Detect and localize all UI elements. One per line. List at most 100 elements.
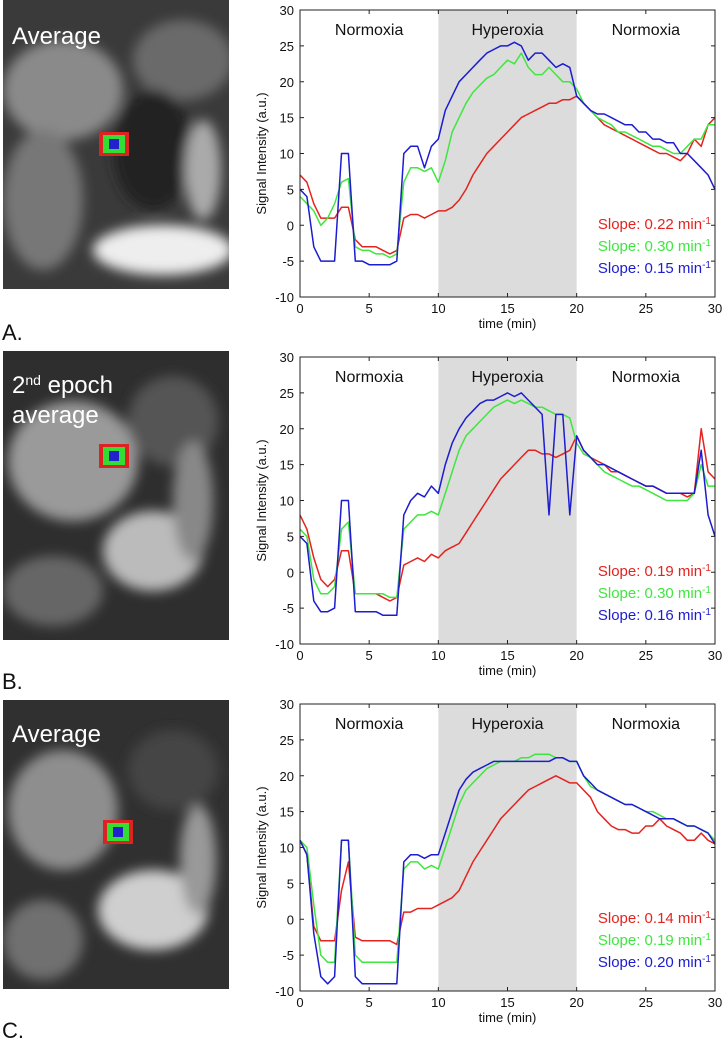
y-tick-label: 30: [280, 350, 294, 365]
y-tick-label: 25: [280, 386, 294, 401]
x-tick-label: 15: [500, 648, 514, 663]
image-label-part: average: [12, 402, 99, 429]
x-tick-label: 30: [708, 301, 722, 316]
x-axis-label: time (min): [479, 663, 537, 678]
y-tick-label: 5: [287, 529, 294, 544]
series-line: [299, 52, 715, 259]
slope-exponent: -1: [702, 607, 711, 618]
series-line: [299, 399, 715, 599]
image-label: Average: [12, 721, 101, 748]
y-tick-label: 30: [280, 3, 294, 18]
slope-text: Slope: 0.22 min: [598, 216, 702, 233]
x-tick-label: 30: [708, 648, 722, 663]
slope-annotation: Slope: 0.19 min-1: [598, 932, 712, 950]
x-tick-label: 10: [431, 301, 445, 316]
y-tick-label: 10: [280, 147, 294, 162]
x-tick-label: 10: [431, 995, 445, 1010]
mri-image: [3, 351, 229, 640]
slope-annotation: Slope: 0.22 min-1: [598, 216, 712, 234]
image-label-part: Average: [12, 721, 101, 748]
image-label: average: [12, 402, 99, 429]
region-label: Normoxia: [335, 716, 404, 733]
mri-image: [3, 700, 229, 989]
panel-label: A.: [2, 320, 23, 345]
x-tick-label: 5: [366, 301, 373, 316]
series-line: [299, 95, 716, 255]
y-tick-label: 20: [280, 75, 294, 90]
image-label-part: nd: [25, 372, 41, 388]
region-label: Normoxia: [612, 369, 681, 386]
slope-exponent: -1: [702, 585, 711, 596]
region-label: Hyperoxia: [471, 716, 543, 733]
region-label: Hyperoxia: [471, 22, 543, 39]
y-tick-label: 25: [280, 733, 294, 748]
slope-text: Slope: 0.16 min: [598, 607, 702, 624]
slope-exponent: -1: [702, 910, 711, 921]
y-tick-label: 20: [280, 769, 294, 784]
slope-annotation: Slope: 0.15 min-1: [598, 260, 712, 278]
region-label: Normoxia: [335, 369, 404, 386]
x-tick-label: 5: [366, 995, 373, 1010]
y-tick-label: 20: [280, 422, 294, 437]
slope-text: Slope: 0.19 min: [598, 563, 702, 580]
region-label: Normoxia: [335, 22, 404, 39]
y-tick-label: -5: [282, 601, 294, 616]
y-tick-label: 10: [280, 841, 294, 856]
mri-image: [3, 0, 229, 289]
x-tick-label: 15: [500, 995, 514, 1010]
x-tick-label: 20: [569, 648, 583, 663]
y-tick-label: 0: [287, 218, 294, 233]
y-tick-label: 0: [287, 912, 294, 927]
slope-exponent: -1: [702, 216, 711, 227]
slope-annotation: Slope: 0.19 min-1: [598, 563, 712, 581]
y-tick-label: -10: [275, 984, 294, 999]
x-tick-label: 25: [639, 301, 653, 316]
region-label: Hyperoxia: [471, 369, 543, 386]
slope-exponent: -1: [702, 563, 711, 574]
slope-exponent: -1: [702, 932, 711, 943]
series-line: [299, 757, 716, 985]
slope-text: Slope: 0.30 min: [598, 238, 702, 255]
panel-label: C.: [2, 1018, 24, 1043]
y-axis-label: Signal Intensity (a.u.): [254, 786, 269, 908]
x-tick-label: 0: [296, 648, 303, 663]
x-axis-label: time (min): [479, 316, 537, 331]
x-tick-label: 10: [431, 648, 445, 663]
y-tick-label: 15: [280, 111, 294, 126]
x-tick-label: 30: [708, 995, 722, 1010]
x-tick-label: 20: [569, 995, 583, 1010]
region-label: Normoxia: [612, 716, 681, 733]
region-shade: [438, 704, 577, 991]
y-axis-label: Signal Intensity (a.u.): [254, 439, 269, 561]
image-label-part: Average: [12, 23, 101, 50]
image-label-part: epoch: [41, 372, 113, 399]
slope-annotation: Slope: 0.20 min-1: [598, 954, 712, 972]
x-tick-label: 20: [569, 301, 583, 316]
series-line: [299, 41, 716, 266]
slope-text: Slope: 0.14 min: [598, 910, 702, 927]
slope-annotation: Slope: 0.30 min-1: [598, 238, 712, 256]
y-tick-label: -10: [275, 290, 294, 305]
y-tick-label: 25: [280, 39, 294, 54]
image-label-part: 2: [12, 372, 25, 399]
y-tick-label: -5: [282, 254, 294, 269]
slope-annotation: Slope: 0.14 min-1: [598, 910, 712, 928]
slope-exponent: -1: [702, 260, 711, 271]
y-tick-label: 5: [287, 876, 294, 891]
x-tick-label: 0: [296, 301, 303, 316]
y-tick-label: -5: [282, 948, 294, 963]
y-axis-label: Signal Intensity (a.u.): [254, 92, 269, 214]
slope-exponent: -1: [702, 954, 711, 965]
x-axis-label: time (min): [479, 1010, 537, 1025]
x-tick-label: 0: [296, 995, 303, 1010]
y-tick-label: 5: [287, 182, 294, 197]
x-tick-label: 25: [639, 995, 653, 1010]
slope-text: Slope: 0.19 min: [598, 932, 702, 949]
region-label: Normoxia: [612, 22, 681, 39]
image-label: Average: [12, 23, 101, 50]
region-shade: [438, 357, 577, 644]
image-label: 2nd epoch: [12, 372, 113, 399]
y-tick-label: 0: [287, 565, 294, 580]
slope-annotation: Slope: 0.16 min-1: [598, 607, 712, 625]
